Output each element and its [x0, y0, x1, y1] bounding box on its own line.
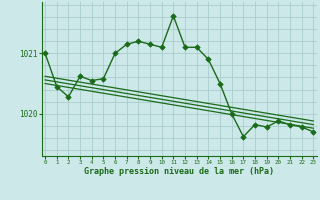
X-axis label: Graphe pression niveau de la mer (hPa): Graphe pression niveau de la mer (hPa): [84, 167, 274, 176]
